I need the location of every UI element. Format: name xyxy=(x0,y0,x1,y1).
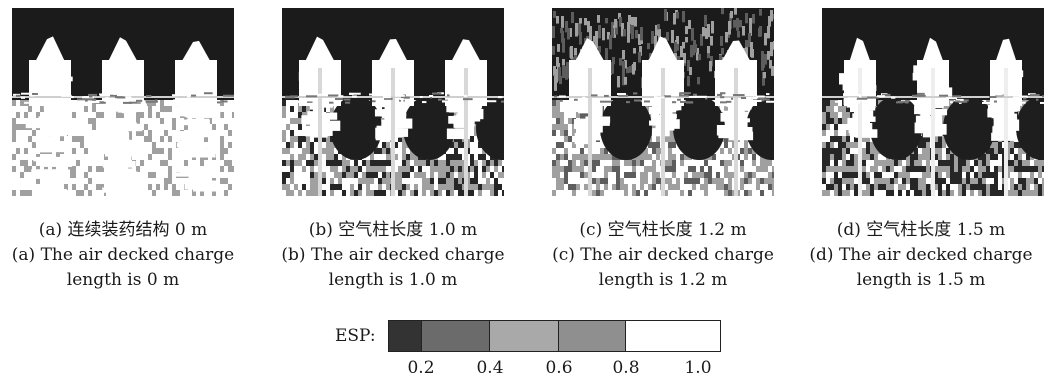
panel-d-image xyxy=(822,8,1044,196)
legend-tick-1-0: 1.0 xyxy=(684,358,712,378)
legend-colorbar xyxy=(388,320,721,352)
caption-d-en-2: length is 1.5 m xyxy=(856,270,986,290)
caption-b-en-1: (b) The air decked charge xyxy=(281,245,505,265)
legend-title: ESP: xyxy=(335,326,376,346)
caption-a-en-1: (a) The air decked charge xyxy=(11,245,235,265)
caption-c-zh: (c) 空气柱长度 1.2 m xyxy=(579,220,747,240)
legend-swatch-4 xyxy=(559,321,626,351)
legend-tick-0-8: 0.8 xyxy=(612,358,640,378)
caption-c-en-1: (c) The air decked charge xyxy=(552,245,774,265)
esp-map-c xyxy=(552,8,774,196)
legend-swatch-1 xyxy=(389,321,422,351)
legend-tick-0-2: 0.2 xyxy=(407,358,435,378)
legend-tick-0-6: 0.6 xyxy=(545,358,573,378)
caption-d: (d) 空气柱长度 1.5 m (d) The air decked charg… xyxy=(790,218,1048,293)
caption-c-en-2: length is 1.2 m xyxy=(598,270,728,290)
panel-c-image xyxy=(552,8,774,196)
caption-b-zh: (b) 空气柱长度 1.0 m xyxy=(308,220,478,240)
legend-tick-0-4: 0.4 xyxy=(476,358,504,378)
legend-swatch-5 xyxy=(626,321,720,351)
panel-a-image xyxy=(12,8,234,196)
caption-b: (b) 空气柱长度 1.0 m (b) The air decked charg… xyxy=(262,218,524,293)
caption-d-en-1: (d) The air decked charge xyxy=(809,245,1033,265)
esp-map-a xyxy=(12,8,234,196)
legend-swatch-2 xyxy=(422,321,490,351)
legend-swatch-3 xyxy=(490,321,559,351)
esp-map-d xyxy=(822,8,1044,196)
caption-a-en-2: length is 0 m xyxy=(66,270,180,290)
caption-b-en-2: length is 1.0 m xyxy=(328,270,458,290)
panel-b-image xyxy=(282,8,504,196)
caption-a: (a) 连续装药结构 0 m (a) The air decked charge… xyxy=(0,218,254,293)
caption-c: (c) 空气柱长度 1.2 m (c) The air decked charg… xyxy=(532,218,794,293)
caption-d-zh: (d) 空气柱长度 1.5 m xyxy=(836,220,1006,240)
esp-legend: ESP: 0.2 0.4 0.6 0.8 1.0 xyxy=(330,318,750,378)
caption-a-zh: (a) 连续装药结构 0 m xyxy=(38,220,208,240)
esp-map-b xyxy=(282,8,504,196)
